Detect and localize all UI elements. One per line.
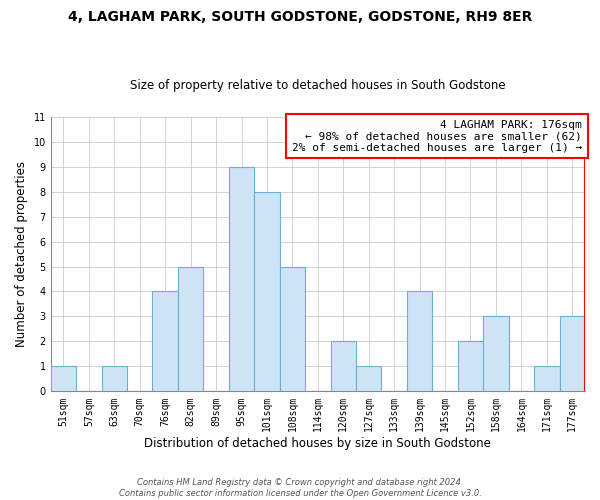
Bar [280,266,305,392]
Text: 4 LAGHAM PARK: 176sqm
← 98% of detached houses are smaller (62)
2% of semi-detac: 4 LAGHAM PARK: 176sqm ← 98% of detached … [292,120,582,153]
Bar [483,316,509,392]
Y-axis label: Number of detached properties: Number of detached properties [15,161,28,347]
Bar [356,366,382,392]
Bar [152,292,178,392]
Title: Size of property relative to detached houses in South Godstone: Size of property relative to detached ho… [130,79,506,92]
Bar [458,342,483,392]
Bar [254,192,280,392]
X-axis label: Distribution of detached houses by size in South Godstone: Distribution of detached houses by size … [145,437,491,450]
Bar [229,166,254,392]
Text: 4, LAGHAM PARK, SOUTH GODSTONE, GODSTONE, RH9 8ER: 4, LAGHAM PARK, SOUTH GODSTONE, GODSTONE… [68,10,532,24]
Text: Contains HM Land Registry data © Crown copyright and database right 2024.
Contai: Contains HM Land Registry data © Crown c… [119,478,481,498]
Bar [407,292,433,392]
Bar [331,342,356,392]
Bar [178,266,203,392]
Bar [101,366,127,392]
Bar [534,366,560,392]
Bar [50,366,76,392]
Bar [560,316,585,392]
